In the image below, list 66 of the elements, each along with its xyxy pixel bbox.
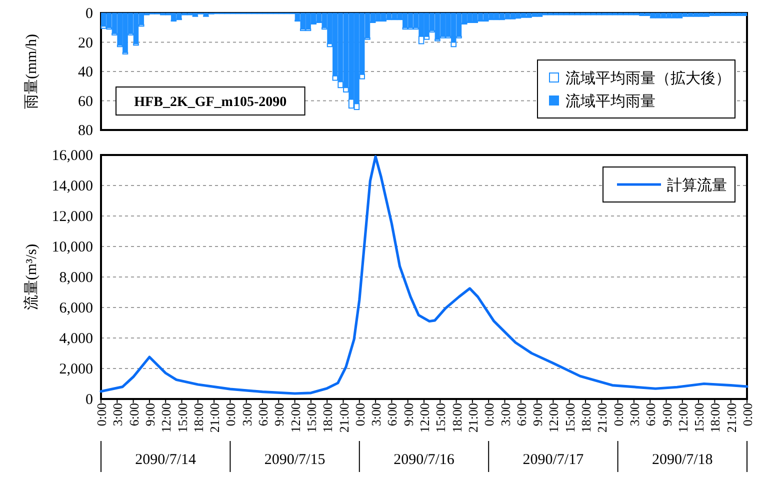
x-tick-label: 18:00: [578, 403, 594, 433]
x-tick-label: 6:00: [126, 403, 142, 426]
x-tick-label: 18:00: [449, 403, 464, 433]
x-tick-label: 6:00: [384, 403, 400, 426]
x-tick-label: 0:00: [223, 403, 238, 426]
x-tick-label: 3:00: [368, 403, 384, 426]
x-tick-label: 21:00: [724, 403, 739, 433]
x-tick-label: 15:00: [692, 403, 707, 433]
x-tick-label: 12:00: [158, 403, 174, 433]
text: 2090/7/14: [135, 452, 197, 468]
legend-label: 流域平均雨量: [566, 93, 656, 110]
x-tick-label: 18:00: [708, 403, 723, 433]
x-tick-label: 9:00: [659, 403, 674, 426]
legend-label: 計算流量: [667, 177, 727, 194]
x-tick-label: 15:00: [433, 403, 448, 433]
x-tick-label: 6:00: [256, 403, 270, 426]
y-axis-title: 流量(m³/s): [23, 244, 40, 310]
text: 2090/7/16: [394, 452, 455, 468]
y-tick-label: 0: [86, 6, 93, 22]
x-tick-label: 18:00: [320, 403, 336, 433]
y-tick-label: 4,000: [59, 331, 93, 347]
x-tick-label: 3:00: [498, 403, 513, 426]
x-tick-label: 3:00: [110, 403, 126, 426]
x-tick-label: 15:00: [562, 403, 578, 433]
x-tick-label: 12:00: [417, 403, 432, 433]
y-tick-label: 80: [78, 123, 93, 139]
text: 2090/7/17: [522, 452, 584, 468]
x-tick-label: 21:00: [465, 403, 480, 433]
y-tick-label: 16,000: [52, 148, 93, 164]
y-tick-label: 60: [78, 94, 93, 110]
x-tick-label: 3:00: [239, 403, 254, 426]
text: 2090/7/18: [652, 452, 713, 468]
x-tick-label: 0:00: [352, 403, 368, 426]
x-tick-label: 9:00: [400, 403, 416, 426]
y-tick-label: 6,000: [59, 300, 93, 316]
legend-label: 流域平均雨量（拡大後）: [566, 70, 730, 87]
x-tick-label: 21:00: [207, 403, 222, 433]
x-tick-label: 6:00: [643, 403, 658, 426]
annotation: HFB_2K_GF_m105-2090: [134, 95, 287, 110]
y-tick-label: 0: [86, 392, 93, 408]
x-tick-label: 15:00: [304, 403, 319, 433]
y-tick-label: 40: [78, 64, 93, 80]
x-tick-label: 0:00: [610, 403, 626, 426]
x-tick-label: 9:00: [272, 403, 287, 426]
x-tick-label: 15:00: [174, 403, 190, 433]
x-tick-label: 0:00: [94, 403, 109, 426]
x-tick-label: 0:00: [740, 403, 755, 426]
x-tick-label: 0:00: [482, 403, 497, 426]
x-tick-label: 21:00: [336, 403, 352, 433]
y-tick-label: 12,000: [52, 209, 93, 225]
x-tick-label: 9:00: [142, 403, 158, 426]
x-tick-label: 12:00: [288, 403, 303, 433]
y-tick-label: 14,000: [52, 178, 93, 194]
x-tick-label: 6:00: [514, 403, 529, 426]
y-tick-label: 10,000: [52, 240, 93, 256]
x-tick-label: 21:00: [594, 403, 610, 433]
x-tick-label: 9:00: [530, 403, 546, 426]
y-axis-title: 雨量(mm/h): [24, 34, 40, 109]
y-tick-label: 20: [78, 35, 93, 52]
x-tick-label: 12:00: [546, 403, 562, 433]
x-tick-label: 12:00: [675, 403, 690, 433]
text: 2090/7/15: [264, 452, 326, 468]
y-tick-label: 8,000: [59, 270, 93, 286]
x-tick-label: 18:00: [190, 403, 206, 433]
x-tick-label: 3:00: [626, 403, 642, 426]
y-tick-label: 2,000: [59, 362, 93, 378]
